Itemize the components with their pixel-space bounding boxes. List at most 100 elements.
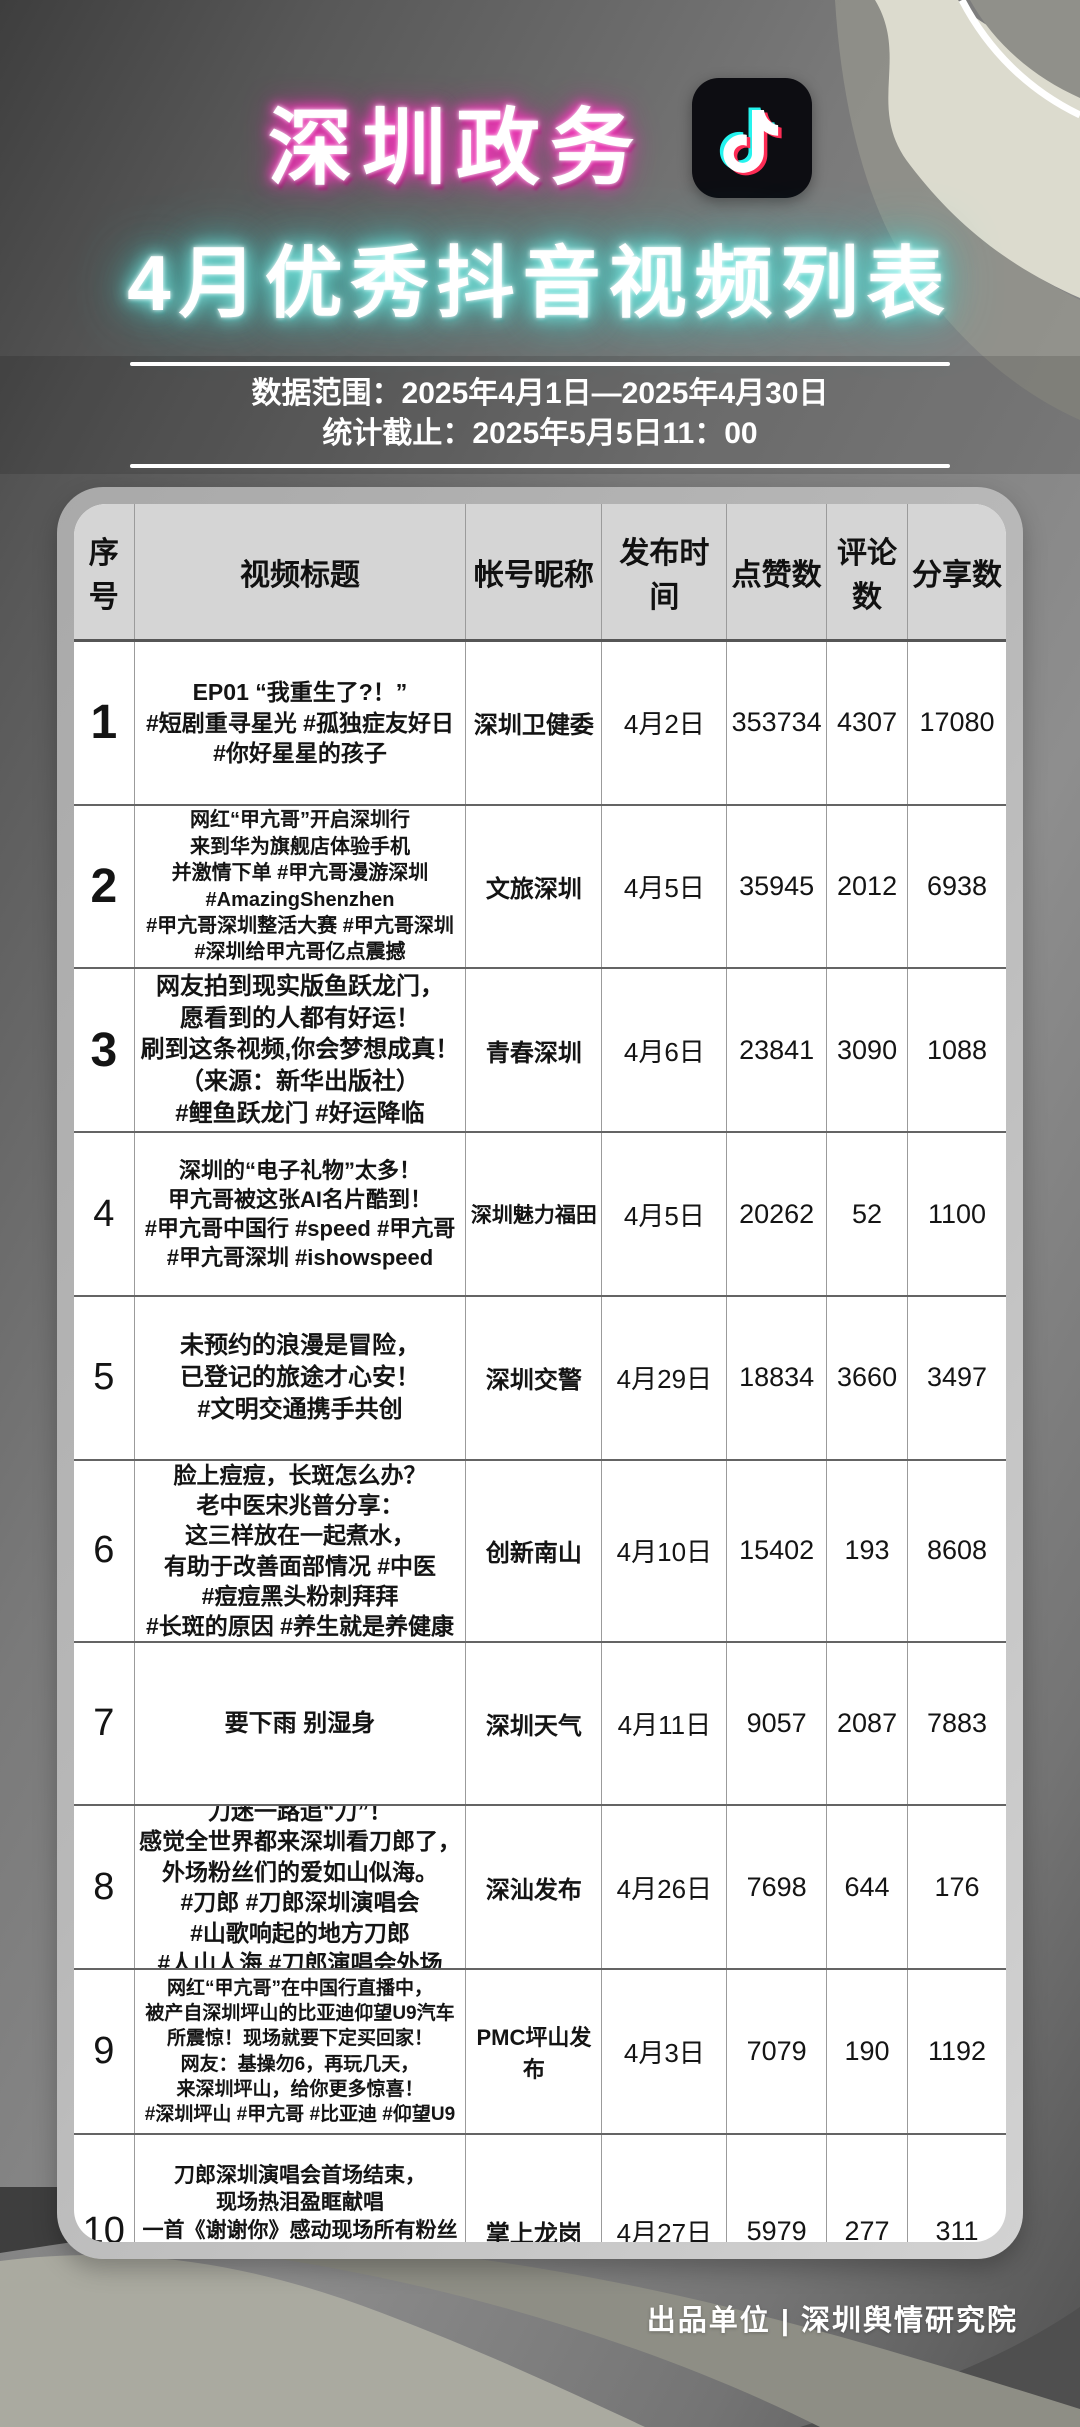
page-title-line2: 4月优秀抖音视频列表 — [127, 239, 953, 327]
cell-date: 4月10日 — [602, 1460, 728, 1641]
header-cell-0: 序号 — [74, 504, 135, 639]
cell-title: 刀郎深圳演唱会首场结束， 现场热泪盈眶献唱 一首《谢谢你》感动现场所有粉丝 #深… — [135, 2135, 467, 2242]
cell-title: 网红“甲亢哥”开启深圳行 来到华为旗舰店体验手机 并激情下单 #甲亢哥漫游深圳 … — [135, 805, 467, 968]
cell-shares: 6938 — [926, 871, 988, 902]
cell-date: 4月26日 — [602, 1806, 728, 1969]
banner-divider-top — [130, 362, 950, 366]
cell-date: 4月11日 — [602, 1642, 728, 1805]
page-title-line1: 深圳政务 — [267, 101, 644, 195]
cell-title: EP01 “我重生了?！” #短剧重寻星光 #孤独症友好日 #你好星星的孩子 — [135, 642, 467, 804]
banner-cutoff-time: 统计截止：2025年5月5日11：00 — [322, 417, 758, 450]
cell-no: 5 — [74, 1296, 135, 1459]
cell-comments: 644 — [827, 1806, 909, 1969]
date-banner: 数据范围：2025年4月1日—2025年4月30日 统计截止：2025年5月5日… — [0, 356, 1080, 474]
cell-shares: 1192 — [927, 2036, 987, 2067]
cell-account: PMC坪山发布 — [466, 1970, 603, 2134]
cell-date: 4月29日 — [602, 1296, 728, 1459]
cell-title: 脸上痘痘，长斑怎么办？ 老中医宋兆普分享： 这三样放在一起煮水， 有助于改善面部… — [135, 1460, 467, 1641]
cell-account: 深圳交警 — [466, 1296, 603, 1459]
header-cell-5: 评论数 — [827, 504, 909, 639]
header-cell-6: 分享数 — [912, 558, 1003, 592]
cell-shares: 17080 — [919, 707, 995, 738]
cell-comments: 4307 — [827, 642, 909, 804]
cell-no: 1 — [74, 642, 135, 804]
banner-divider-bottom — [130, 464, 950, 468]
cell-comments: 277 — [827, 2135, 909, 2242]
banner-data-range: 数据范围：2025年4月1日—2025年4月30日 — [251, 377, 829, 410]
header-cell-1: 视频标题 — [135, 504, 467, 639]
cell-account: 掌上龙岗 — [466, 2135, 603, 2242]
cell-shares: 311 — [935, 2215, 979, 2242]
header-cell-3: 发布时间 — [602, 504, 728, 639]
cell-likes: 23841 — [727, 969, 828, 1132]
cell-no: 9 — [74, 1970, 135, 2134]
table-row: 6 脸上痘痘，长斑怎么办？ 老中医宋兆普分享： 这三样放在一起煮水， 有助于改善面… — [74, 1460, 1006, 1643]
cell-shares: 1088 — [926, 1034, 988, 1065]
cell-title: 要下雨 别湿身 — [135, 1642, 467, 1805]
table-header: 序号 视频标题 帐号昵称 发布时间 点赞数 评论数 分享数 — [74, 504, 1006, 642]
cell-title: 深圳的“电子礼物”太多！ 甲亢哥被这张AI名片酷到！ #甲亢哥中国行 #spee… — [135, 1133, 467, 1295]
cell-title: 网红“甲亢哥”在中国行直播中， 被产自深圳坪山的比亚迪仰望U9汽车 所震惊！现场… — [135, 1970, 467, 2134]
table-row: 4 深圳的“电子礼物”太多！ 甲亢哥被这张AI名片酷到！ #甲亢哥中国行 #spe… — [74, 1133, 1006, 1297]
cell-date: 4月5日 — [602, 1133, 728, 1295]
cell-date: 4月3日 — [602, 1970, 728, 2134]
cell-title: 网友拍到现实版鱼跃龙门， 愿看到的人都有好运！ 刷到这条视频,你会梦想成真！ （… — [135, 969, 467, 1132]
cell-no: 10 — [74, 2135, 135, 2242]
cell-title: 未预约的浪漫是冒险， 已登记的旅途才心安！ #文明交通携手共创 — [135, 1296, 467, 1459]
cell-title: 刀迷一路追“刀”！ 感觉全世界都来深圳看刀郎了， 外场粉丝们的爱如山似海。 #刀… — [135, 1806, 467, 1969]
cell-likes: 7698 — [727, 1806, 828, 1969]
cell-account: 深圳魅力福田 — [466, 1133, 603, 1295]
cell-date: 4月5日 — [602, 805, 728, 968]
cell-account: 青春深圳 — [466, 969, 603, 1132]
cell-shares: 8608 — [926, 1535, 988, 1566]
douyin-logo-icon — [692, 78, 812, 198]
cell-no: 2 — [74, 805, 135, 968]
cell-likes: 20262 — [727, 1133, 828, 1295]
cell-likes: 353734 — [727, 642, 828, 804]
cell-likes: 35945 — [727, 805, 828, 968]
table-row: 8 刀迷一路追“刀”！ 感觉全世界都来深圳看刀郎了， 外场粉丝们的爱如山似海。 #… — [74, 1806, 1006, 1971]
cell-comments: 2012 — [827, 805, 909, 968]
cell-likes: 9057 — [727, 1642, 828, 1805]
cell-no: 8 — [74, 1806, 135, 1969]
cell-no: 3 — [74, 969, 135, 1132]
cell-comments: 3090 — [827, 969, 909, 1132]
cell-likes: 18834 — [727, 1296, 828, 1459]
header-cell-2: 帐号昵称 — [466, 504, 603, 639]
cell-likes: 15402 — [727, 1460, 828, 1641]
header-cell-4: 点赞数 — [727, 504, 828, 639]
cell-comments: 52 — [827, 1133, 909, 1295]
cell-date: 4月2日 — [602, 642, 728, 804]
cell-comments: 193 — [827, 1460, 909, 1641]
cell-comments: 3660 — [827, 1296, 909, 1459]
cell-account: 创新南山 — [466, 1460, 603, 1641]
table-row: 9 网红“甲亢哥”在中国行直播中， 被产自深圳坪山的比亚迪仰望U9汽车 所震惊！现… — [74, 1970, 1006, 2136]
table-row: 10 刀郎深圳演唱会首场结束， 现场热泪盈眶献唱 一首《谢谢你》感动现场所有粉丝 … — [74, 2135, 1006, 2242]
table-row: 3 网友拍到现实版鱼跃龙门， 愿看到的人都有好运！ 刷到这条视频,你会梦想成真！ … — [74, 969, 1006, 1134]
table-row: 1 EP01 “我重生了?！” #短剧重寻星光 #孤独症友好日 #你好星星的孩子深… — [74, 642, 1006, 806]
video-table: 序号 视频标题 帐号昵称 发布时间 点赞数 评论数 分享数 1 EP01 “我重生了?！” #… — [74, 504, 1006, 2242]
table-row: 2 网红“甲亢哥”开启深圳行 来到华为旗舰店体验手机 并激情下单 #甲亢哥漫游深圳… — [74, 805, 1006, 970]
table-body: 1 EP01 “我重生了?！” #短剧重寻星光 #孤独症友好日 #你好星星的孩子深… — [74, 642, 1006, 2242]
cell-shares: 7883 — [926, 1707, 988, 1738]
footer-credit: 出品单位 | 深圳舆情研究院 — [646, 2305, 1018, 2337]
cell-account: 深汕发布 — [466, 1806, 603, 1969]
cell-account: 文旅深圳 — [466, 805, 603, 968]
cell-no: 6 — [74, 1460, 135, 1641]
cell-comments: 2087 — [827, 1642, 909, 1805]
cell-likes: 7079 — [727, 1970, 828, 2134]
title-block: 深圳政务 4月优秀抖音视频列表 — [0, 78, 1080, 322]
cell-comments: 190 — [827, 1970, 909, 2134]
cell-no: 4 — [74, 1133, 135, 1295]
cell-account: 深圳卫健委 — [466, 642, 603, 804]
cell-shares: 176 — [934, 1871, 980, 1902]
cell-account: 深圳天气 — [466, 1642, 603, 1805]
cell-shares: 1100 — [927, 1198, 987, 1229]
table-card: 序号 视频标题 帐号昵称 发布时间 点赞数 评论数 分享数 1 EP01 “我重生了?！” #… — [57, 487, 1023, 2259]
table-row: 5 未预约的浪漫是冒险， 已登记的旅途才心安！ #文明交通携手共创 深圳交警 4月29… — [74, 1296, 1006, 1461]
table-row: 7 要下雨 别湿身 深圳天气 4月11日 9057 2087 7883 — [74, 1642, 1006, 1807]
cell-no: 7 — [74, 1642, 135, 1805]
cell-shares: 3497 — [926, 1362, 988, 1393]
cell-date: 4月27日 — [602, 2135, 728, 2242]
